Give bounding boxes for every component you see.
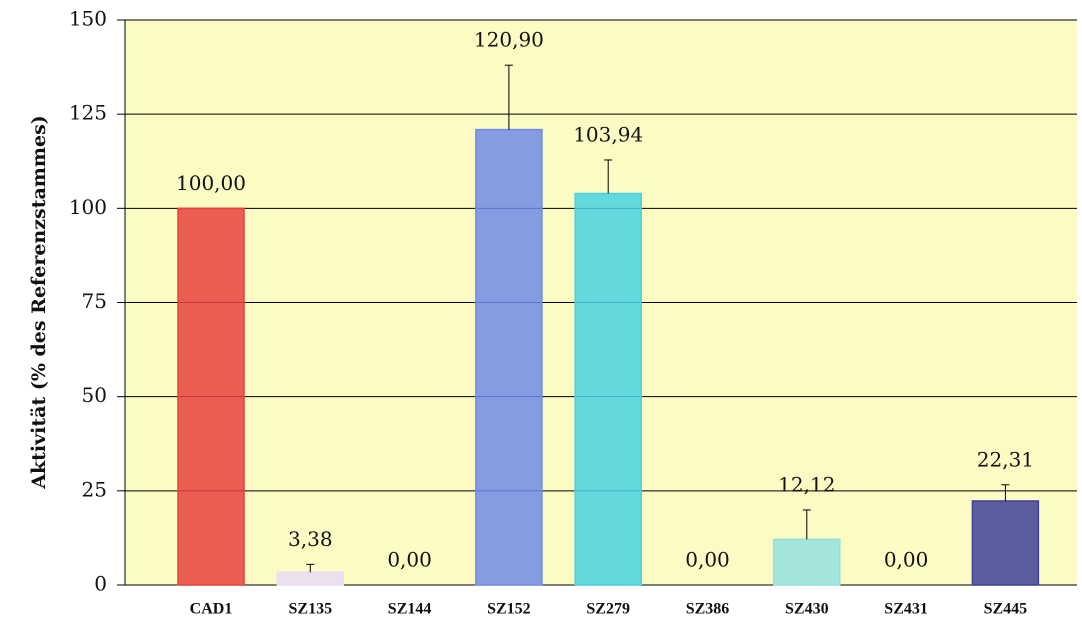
y-tick-label: 125	[69, 101, 107, 125]
y-tick-label: 50	[82, 383, 107, 407]
bar	[574, 192, 642, 586]
x-tick-label: SZ135	[289, 601, 333, 618]
x-tick-label: CAD1	[190, 601, 233, 618]
value-label: 120,90	[474, 28, 544, 52]
y-axis-label: Aktivität (% des Referenzstammes)	[28, 115, 50, 490]
x-tick-label: SZ152	[487, 601, 531, 618]
value-label: 22,31	[977, 447, 1034, 471]
x-tick-label: SZ144	[388, 601, 432, 618]
value-label: 0,00	[884, 548, 929, 572]
bar	[773, 538, 841, 586]
x-tick-label: SZ430	[785, 601, 829, 618]
x-tick-label: SZ386	[686, 601, 730, 618]
y-tick-label: 75	[82, 289, 107, 313]
value-label: 0,00	[387, 548, 432, 572]
value-label: 100,00	[176, 171, 246, 195]
y-tick-label: 0	[94, 572, 107, 596]
value-label: 103,94	[573, 122, 643, 146]
y-tick-label: 100	[69, 195, 107, 219]
y-tick-label: 150	[69, 7, 107, 31]
value-label: 12,12	[778, 472, 835, 496]
y-tick-label: 25	[82, 477, 107, 501]
x-tick-label: SZ445	[984, 601, 1028, 618]
bar	[971, 500, 1040, 586]
bar	[177, 207, 245, 586]
x-tick-label: SZ279	[586, 601, 630, 618]
bar	[475, 128, 543, 586]
value-label: 3,38	[288, 527, 333, 551]
value-label: 0,00	[685, 548, 730, 572]
bar	[276, 571, 345, 586]
x-tick-label: SZ431	[884, 601, 928, 618]
